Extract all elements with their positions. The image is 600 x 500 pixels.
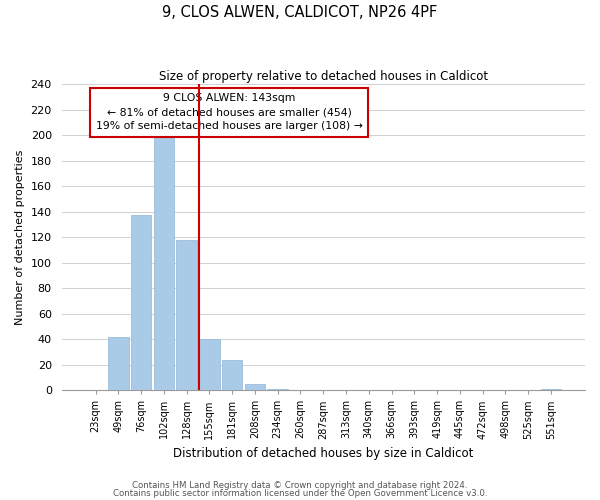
Text: 9 CLOS ALWEN: 143sqm
← 81% of detached houses are smaller (454)
19% of semi-deta: 9 CLOS ALWEN: 143sqm ← 81% of detached h… [95, 94, 362, 132]
Text: Contains HM Land Registry data © Crown copyright and database right 2024.: Contains HM Land Registry data © Crown c… [132, 480, 468, 490]
X-axis label: Distribution of detached houses by size in Caldicot: Distribution of detached houses by size … [173, 447, 473, 460]
Bar [245, 384, 265, 390]
Bar [222, 360, 242, 390]
Bar [199, 339, 220, 390]
Title: Size of property relative to detached houses in Caldicot: Size of property relative to detached ho… [159, 70, 488, 83]
Text: 9, CLOS ALWEN, CALDICOT, NP26 4PF: 9, CLOS ALWEN, CALDICOT, NP26 4PF [163, 5, 437, 20]
Bar [108, 336, 128, 390]
Bar [268, 389, 288, 390]
Bar [154, 134, 174, 390]
Y-axis label: Number of detached properties: Number of detached properties [15, 150, 25, 325]
Bar [131, 216, 151, 390]
Text: Contains public sector information licensed under the Open Government Licence v3: Contains public sector information licen… [113, 489, 487, 498]
Bar [541, 389, 561, 390]
Bar [176, 240, 197, 390]
